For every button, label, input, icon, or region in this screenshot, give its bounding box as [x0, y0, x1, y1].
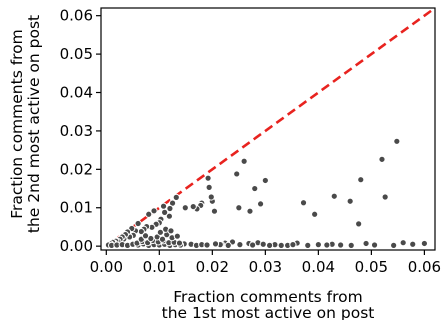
scatter-point: [150, 207, 158, 215]
scatter-point: [249, 241, 257, 249]
scatter-point: [205, 183, 213, 191]
scatter-point: [161, 208, 169, 216]
scatter-point: [330, 192, 338, 200]
axis-layer: 0.00 0.01 0.02 0.03 0.04 0.05 0.06 0.00 0.01 0.02…: [60, 7, 442, 276]
scatter-point: [158, 235, 167, 243]
scatter-point: [409, 240, 417, 248]
y-tick-label: 0.03: [60, 122, 93, 140]
x-tick-label: 0.04: [302, 258, 335, 276]
scatter-point: [256, 200, 265, 208]
scatter-point: [204, 174, 212, 182]
y-tick-label: 0.01: [60, 199, 93, 217]
scatter-point: [159, 202, 168, 210]
x-axis-label-line-1: Fraction comments from: [173, 288, 363, 306]
y-tick-label: 0.05: [60, 45, 93, 63]
x-tick-label: 0.00: [90, 258, 123, 276]
scatter-point: [210, 207, 219, 215]
scatter-point: [134, 219, 142, 228]
scatter-point: [224, 241, 232, 249]
scatter-point: [259, 240, 267, 248]
scatter-point: [314, 241, 322, 249]
scatter-point: [304, 241, 312, 249]
scatter-point: [207, 193, 215, 201]
scatter-point: [381, 193, 389, 201]
scatter-point: [390, 241, 398, 249]
scatter-point: [172, 193, 180, 201]
x-tick-label: 0.06: [408, 258, 441, 276]
scatter-point: [246, 207, 254, 215]
plot-frame: [100, 7, 436, 251]
scatter-point: [399, 239, 407, 247]
y-axis-label-line-1: Fraction comments from: [8, 29, 26, 219]
scatter-point: [337, 241, 345, 249]
scatter-point: [277, 241, 285, 249]
scatter-point: [233, 170, 241, 178]
y-tick-label: 0.04: [60, 84, 93, 102]
scatter-point: [145, 210, 153, 218]
y-axis-label-line-2: the 2nd most active on post: [25, 15, 43, 233]
scatter-point: [393, 137, 401, 145]
x-tick-label: 0.01: [143, 258, 176, 276]
scatter-point: [165, 212, 173, 220]
scatter-point: [181, 204, 189, 212]
scatter-point: [261, 176, 269, 185]
y-tick-label: 0.02: [60, 160, 93, 178]
scatter-point: [173, 232, 181, 240]
scatter-point: [166, 204, 174, 213]
scatter-point: [299, 199, 308, 207]
scatter-point: [240, 157, 248, 165]
x-tick-label: 0.05: [355, 258, 388, 276]
scatter-point: [311, 210, 319, 218]
scatter-point: [235, 204, 243, 212]
scatter-point: [323, 241, 331, 249]
scatter-point: [175, 239, 184, 247]
scatter-point: [236, 241, 244, 249]
scatter-point: [289, 241, 297, 249]
scatter-point: [189, 202, 197, 211]
scatter-point: [251, 184, 259, 193]
scatter-point: [346, 197, 354, 205]
scatter-point: [156, 228, 164, 236]
scatter-point: [420, 239, 428, 248]
reference-line-y-equals-x: [105, 6, 436, 248]
scatter-point: [347, 241, 355, 249]
plot-layer: [104, 6, 436, 249]
scatter-point: [370, 241, 379, 249]
scatter-point: [357, 176, 365, 184]
scatter-point: [378, 155, 386, 163]
scatter-point: [362, 239, 370, 248]
scatter-point: [265, 241, 274, 249]
y-tick-label: 0.00: [60, 237, 93, 255]
scatter-point: [211, 240, 220, 248]
scatter-point: [167, 227, 175, 235]
scatter-point: [141, 232, 150, 240]
y-tick-label: 0.06: [60, 7, 93, 25]
scatter-point: [203, 241, 211, 249]
x-axis-label-line-2: the 1st most active on post: [162, 304, 375, 320]
x-tick-label: 0.03: [249, 258, 282, 276]
x-tick-label: 0.02: [196, 258, 229, 276]
scatter-point: [355, 220, 363, 228]
